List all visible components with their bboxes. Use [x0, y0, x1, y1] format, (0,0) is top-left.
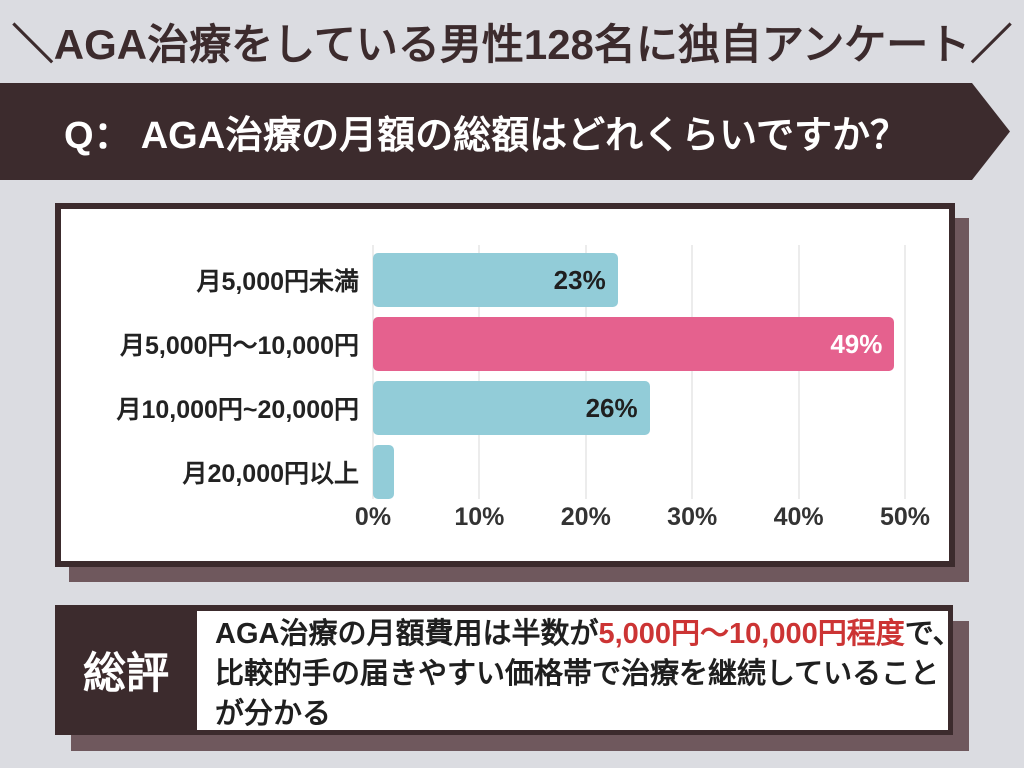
bar-track: 26%	[373, 381, 905, 435]
bar-value-label: 49%	[830, 328, 883, 359]
summary-highlight: 5,000円〜10,000円程度	[598, 618, 905, 650]
question-banner: Q： AGA治療の月額の総額はどれくらいですか？	[0, 83, 1010, 180]
survey-title: ＼AGA治療をしている男性128名に独自アンケート／	[11, 21, 1013, 68]
summary-line-3: が分かる	[215, 698, 332, 730]
x-axis-tick: 0%	[354, 503, 392, 531]
x-axis-tick: 30%	[667, 503, 718, 531]
summary-text: AGA治療の月額費用は半数が5,000円〜10,000円程度で、 比較的手の届き…	[197, 611, 962, 730]
category-label: 月5,000円〜10,000円	[119, 332, 359, 360]
bar	[373, 445, 395, 499]
question-label: Q： AGA治療の月額の総額はどれくらいですか？	[63, 115, 908, 157]
chart-card: 月5,000円未満 23% 月5,000円〜10,000円 49% 月10,00…	[55, 203, 955, 567]
bar-track	[373, 445, 905, 499]
chart-row: 月5,000円〜10,000円 49%	[61, 317, 949, 371]
chart-row: 月10,000円~20,000円 26%	[61, 381, 949, 435]
category-label: 月20,000円以上	[182, 460, 359, 488]
category-label: 月5,000円未満	[196, 268, 359, 296]
x-axis-tick: 10%	[454, 503, 505, 531]
bar: 49%	[373, 317, 895, 371]
bar-track: 23%	[373, 253, 905, 307]
bar-value-label: 26%	[585, 392, 638, 423]
category-label: 月10,000円~20,000円	[116, 396, 359, 424]
x-axis-tick: 20%	[560, 503, 611, 531]
chart-rows: 月5,000円未満 23% 月5,000円〜10,000円 49% 月10,00…	[61, 253, 949, 509]
summary-line1-part1: AGA治療の月額費用は半数が	[215, 618, 599, 650]
summary-line-2: 比較的手の届きやすい価格帯で治療を継続していること	[215, 658, 940, 690]
x-axis-tick: 50%	[879, 503, 931, 531]
bar-value-label: 23%	[553, 264, 606, 295]
bar-track: 49%	[373, 317, 905, 371]
summary-line1-part2: で、	[904, 618, 962, 650]
chart-row: 月20,000円以上	[61, 445, 949, 499]
bar-chart: 月5,000円未満 23% 月5,000円〜10,000円 49% 月10,00…	[61, 209, 949, 561]
bar: 26%	[373, 381, 650, 435]
bar: 23%	[373, 253, 618, 307]
summary-label: 総評	[83, 650, 169, 698]
x-axis-tick: 40%	[773, 503, 824, 531]
summary-card: 総評 AGA治療の月額費用は半数が5,000円〜10,000円程度で、 比較的手…	[55, 605, 962, 735]
x-axis: 0% 10% 20% 30% 40% 50%	[355, 503, 930, 535]
chart-row: 月5,000円未満 23%	[61, 253, 949, 307]
summary-line-1: AGA治療の月額費用は半数が5,000円〜10,000円程度で、	[215, 614, 962, 654]
